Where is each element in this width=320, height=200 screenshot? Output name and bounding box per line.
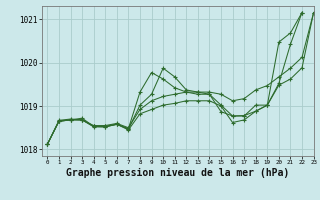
X-axis label: Graphe pression niveau de la mer (hPa): Graphe pression niveau de la mer (hPa): [66, 168, 289, 178]
